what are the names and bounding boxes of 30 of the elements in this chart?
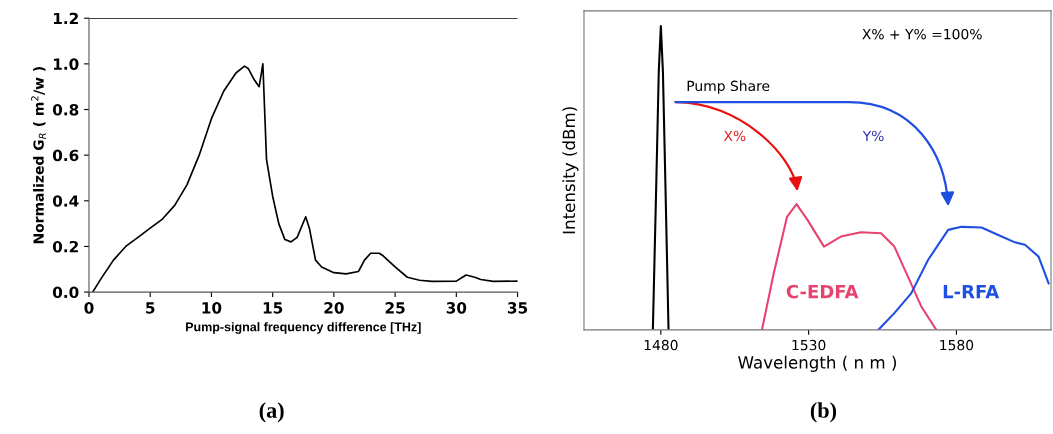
y-tick-label: 1.2	[53, 12, 78, 25]
y-axis-title: Intensity (dBm)	[562, 107, 579, 234]
y-tick-label: 1.0	[53, 58, 79, 70]
x-tick-label: 5	[146, 302, 155, 314]
x-axis-title: Wavelength ( n m )	[738, 355, 896, 372]
x-tick-label: 25	[385, 302, 405, 314]
y-tick-label: 0.2	[52, 240, 78, 253]
y-tick-label: 0.6	[52, 149, 79, 162]
x-tick-label: 0	[84, 302, 94, 314]
text: (b)	[810, 402, 837, 423]
annotation: X% + Y% =100%	[862, 28, 982, 40]
x-tick-label: 30	[446, 302, 467, 314]
x-tick-label: 10	[202, 302, 222, 314]
x-tick-label: 15	[263, 302, 283, 314]
x-tick-label: 1480	[644, 339, 678, 351]
x-tick-label: 1530	[792, 339, 826, 351]
series-label: C-EDFA	[786, 284, 859, 299]
x-tick-label: 20	[324, 302, 344, 314]
x-tick-label: 1580	[940, 339, 974, 351]
x-axis-title: Pump-signal frequency difference [THz]	[186, 322, 421, 334]
text: (a)	[259, 402, 284, 423]
y-tick-label: 0.4	[52, 195, 79, 207]
annotation: X%	[723, 130, 746, 142]
y-tick-label: 0.8	[52, 103, 79, 116]
series-label: L-RFA	[943, 284, 1000, 299]
annotation: Y%	[862, 130, 884, 142]
annotation: Pump Share	[687, 80, 770, 94]
x-tick-label: 35	[507, 302, 528, 314]
y-axis-title: Normalized G$_{R}$ ( m$^{2}$/w )	[31, 67, 46, 244]
y-tick-label: 0.0	[52, 286, 79, 299]
